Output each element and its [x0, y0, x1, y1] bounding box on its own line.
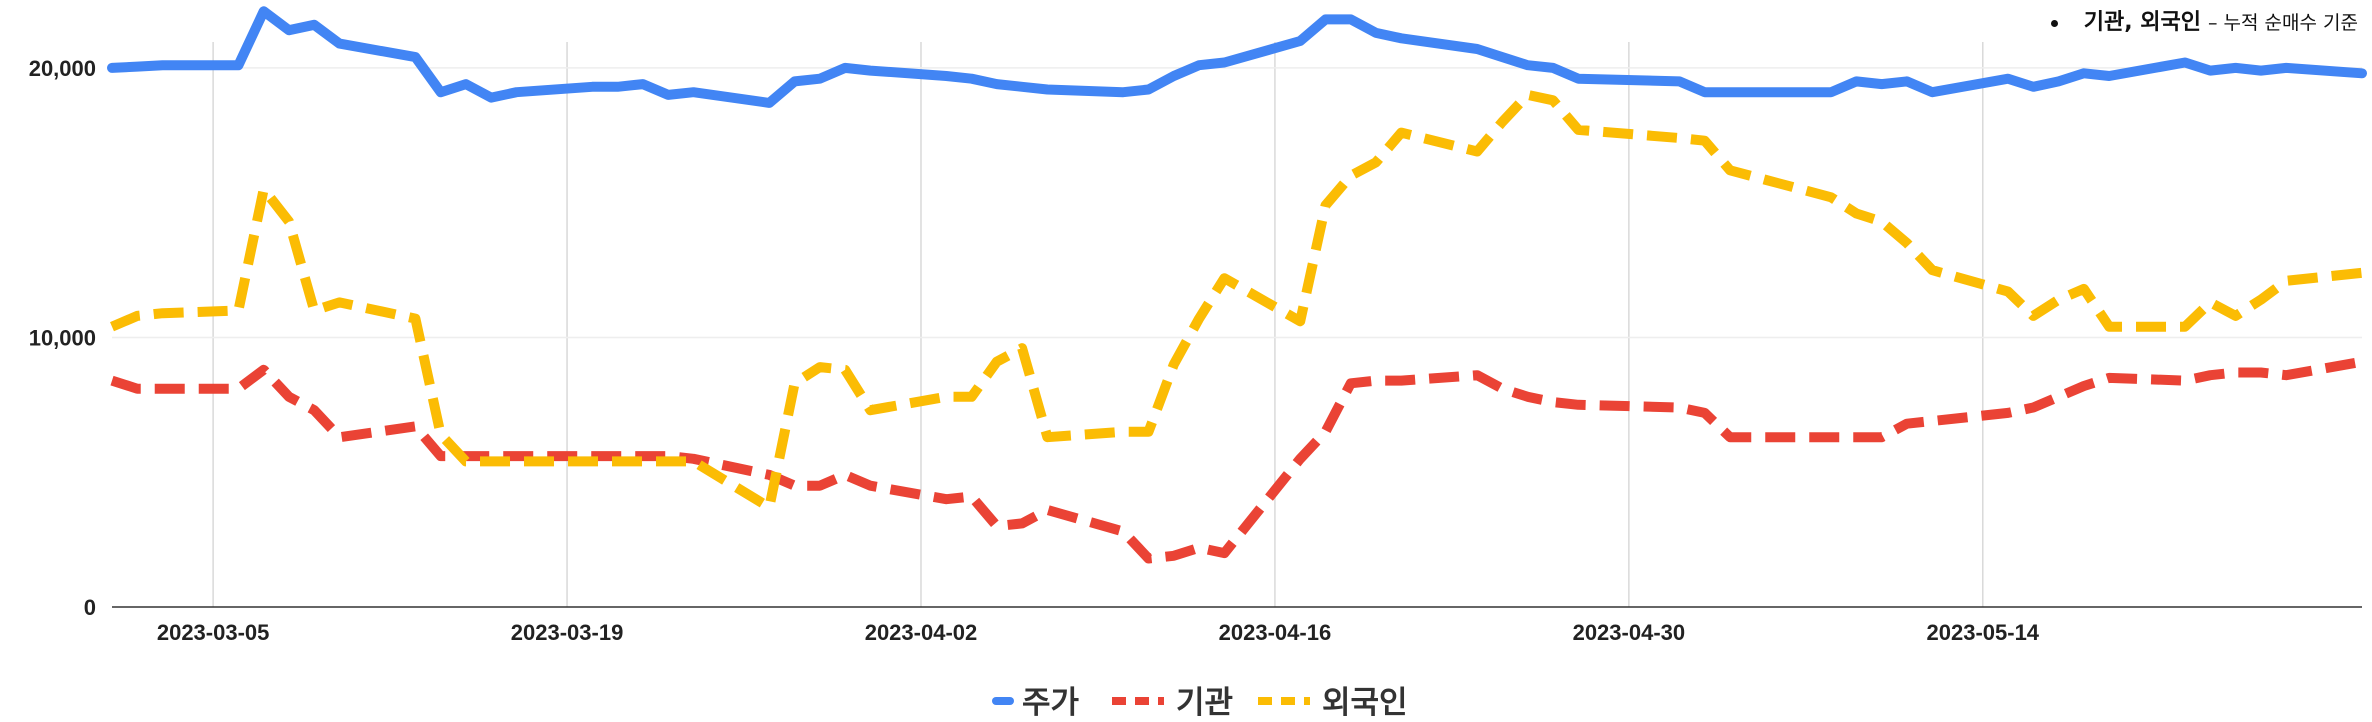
chart-note: 기관, 외국인 – 누적 순매수 기준 — [2050, 4, 2358, 36]
x-tick-label: 2023-04-30 — [1573, 620, 1686, 645]
series-line-1 — [110, 356, 2363, 564]
legend: 주가 기관 외국인 — [992, 685, 1408, 721]
grid-layer — [112, 42, 2362, 607]
note-bullet-icon — [2050, 19, 2058, 27]
axis-layer: 2023-03-05 2023-03-19 2023-04-02 2023-04-16… — [29, 56, 2362, 645]
x-tick-label: 2023-04-16 — [1219, 620, 1332, 645]
y-tick-label: 20,000 — [29, 56, 96, 81]
series-layer — [107, 6, 2367, 564]
note-bold-text: 기관, 외국인 — [2083, 10, 2202, 35]
y-tick-label: 0 — [84, 595, 96, 620]
series-line-2 — [110, 89, 2363, 513]
x-tick-label: 2023-03-19 — [511, 620, 624, 645]
legend-label: 기관 — [1176, 685, 1233, 721]
x-tick-label: 2023-03-05 — [157, 620, 270, 645]
note-rest-text: – 누적 순매수 기준 — [2208, 12, 2358, 34]
x-tick-label: 2023-04-02 — [865, 620, 978, 645]
x-tick-label: 2023-05-14 — [1927, 620, 2040, 645]
legend-label: 외국인 — [1322, 685, 1408, 721]
legend-label: 주가 — [1022, 685, 1080, 721]
series-line-0 — [107, 6, 2367, 108]
y-tick-label: 10,000 — [29, 325, 96, 350]
